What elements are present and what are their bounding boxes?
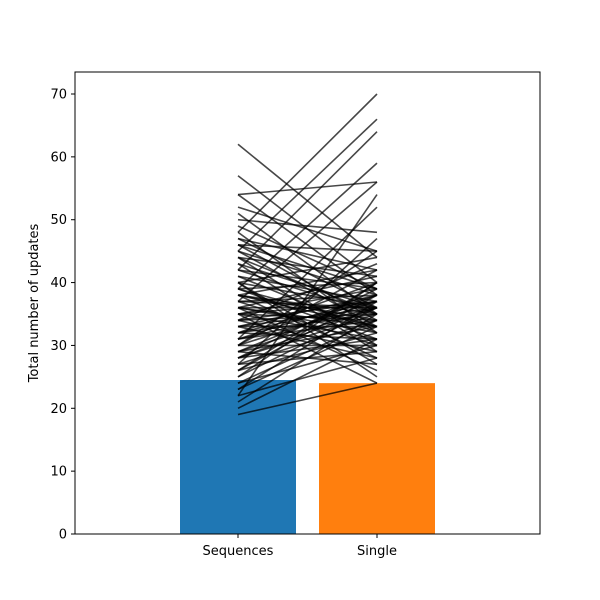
paired-line	[237, 181, 378, 303]
paired-line	[237, 382, 378, 416]
paired-line	[237, 269, 378, 290]
paired-line	[237, 118, 378, 252]
paired-line	[237, 344, 378, 384]
paired-line	[237, 306, 378, 378]
y-axis-label: Total number of updates	[27, 223, 42, 383]
paired-line	[237, 194, 378, 397]
paired-line	[237, 306, 378, 359]
y-tick-label: 20	[50, 402, 67, 417]
y-axis: 0 10 20 30 40 50 60 70	[50, 88, 75, 543]
paired-line	[237, 269, 378, 296]
paired-line	[237, 131, 378, 271]
paired-line	[237, 294, 378, 328]
x-tick-label-sequences: Sequences	[203, 544, 274, 559]
paired-line	[237, 338, 378, 410]
y-tick-label: 40	[50, 276, 67, 291]
plot-frame	[74, 71, 541, 535]
paired-line	[237, 313, 378, 384]
bar-sequences	[180, 380, 296, 534]
paired-line	[237, 162, 378, 290]
x-axis: Sequences Single	[203, 534, 397, 559]
paired-line	[237, 93, 378, 233]
paired-line	[237, 281, 378, 372]
paired-line	[237, 313, 378, 359]
y-tick-label: 10	[50, 465, 67, 480]
x-tick-label-single: Single	[357, 544, 397, 559]
paired-line	[237, 357, 378, 397]
paired-line	[237, 237, 378, 365]
paired-line	[237, 250, 378, 347]
paired-line	[237, 288, 378, 328]
y-tick-label: 0	[59, 528, 67, 543]
paired-line	[237, 237, 378, 271]
y-tick-label: 50	[50, 213, 67, 228]
paired-lines	[237, 93, 378, 416]
bar-single	[319, 383, 435, 534]
paired-line	[237, 294, 378, 353]
paired-line	[237, 206, 378, 252]
paired-line	[237, 244, 378, 290]
paired-line	[237, 319, 378, 384]
paired-line	[237, 256, 378, 284]
paired-line	[237, 281, 378, 378]
y-tick-label: 70	[50, 88, 67, 103]
y-tick-label: 60	[50, 150, 67, 165]
paired-line	[237, 306, 378, 334]
paired-line	[237, 225, 378, 290]
y-tick-label: 30	[50, 339, 67, 354]
paired-line	[237, 300, 378, 309]
